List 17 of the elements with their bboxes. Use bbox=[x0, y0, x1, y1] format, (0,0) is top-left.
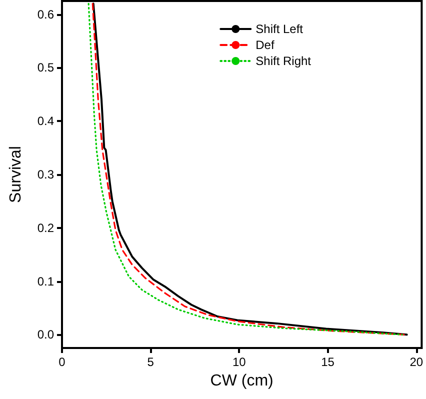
x-axis-title: CW (cm) bbox=[210, 372, 274, 390]
y-tick-label: 0.0 bbox=[37, 328, 54, 342]
legend-label: Def bbox=[256, 38, 275, 52]
y-tick-label: 0.4 bbox=[37, 114, 54, 128]
y-tick-label: 0.5 bbox=[37, 60, 54, 75]
y-tick-label: 0.3 bbox=[37, 168, 54, 182]
x-tick-label: 15 bbox=[321, 355, 335, 369]
x-tick-label: 20 bbox=[410, 355, 424, 369]
x-tick-label: 0 bbox=[58, 355, 66, 369]
y-axis-title: Survival bbox=[8, 146, 24, 203]
y-tick-label: 0.2 bbox=[37, 220, 54, 235]
legend-label: Shift Right bbox=[256, 54, 312, 68]
legend-label: Shift Left bbox=[256, 22, 304, 36]
x-tick-label: 5 bbox=[147, 355, 154, 369]
y-tick-label: 0.1 bbox=[37, 274, 54, 288]
x-tick-label: 10 bbox=[232, 355, 246, 369]
y-tick-label: 0.6 bbox=[37, 7, 54, 22]
